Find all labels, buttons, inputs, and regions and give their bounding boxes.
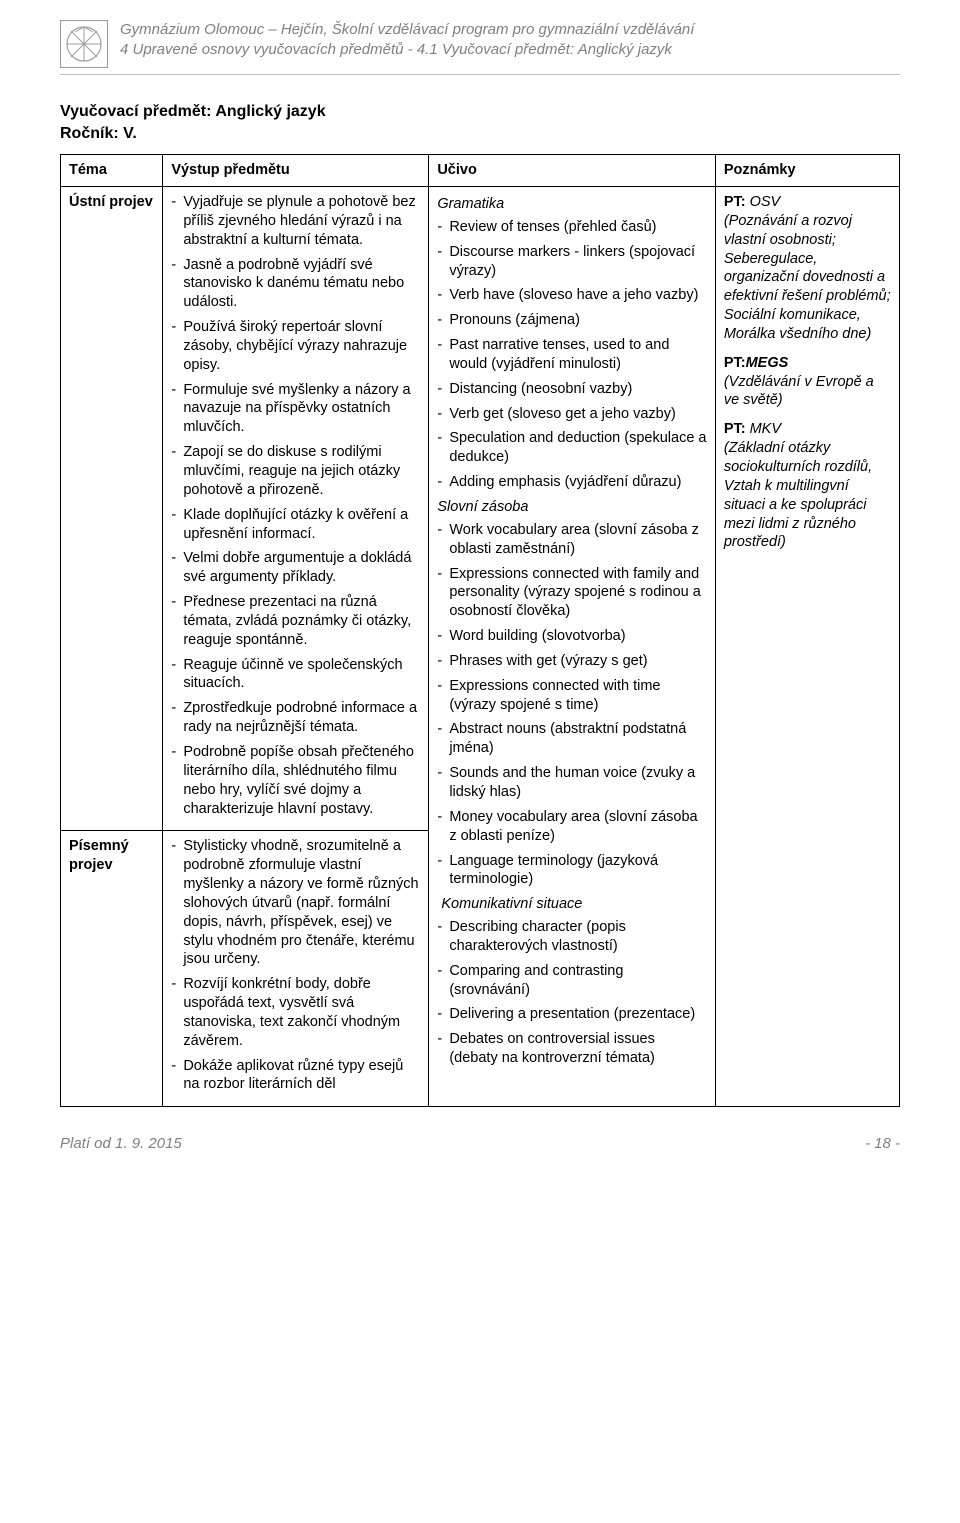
vystup-ustni-cell: Vyjadřuje se plynule a pohotově bez příl… [163,187,429,831]
list-item: Reaguje účinně ve společenských situacíc… [171,656,420,694]
page-footer: Platí od 1. 9. 2015 - 18 - [60,1135,900,1152]
page: Gymnázium Olomouc – Hejčín, Školní vzděl… [0,0,960,1172]
col-header-vystup: Výstup předmětu [163,155,429,187]
grade-title: Ročník: V. [60,123,900,145]
subject-title: Vyučovací předmět: Anglický jazyk [60,101,900,123]
list-item: Klade doplňující otázky k ověření a upře… [171,506,420,544]
gramatika-heading: Gramatika [437,195,706,214]
note-megs: PT:MEGS (Vzdělávání v Evropě a ve světě) [724,354,891,411]
footer-validity: Platí od 1. 9. 2015 [60,1135,182,1152]
pt-label: PT: [724,421,746,437]
list-item: Past narrative tenses, used to and would… [437,336,706,374]
list-item: Language terminology (jazyková terminolo… [437,852,706,890]
list-item: Zprostředkuje podrobné informace a rady … [171,699,420,737]
list-item: Speculation and deduction (spekulace a d… [437,429,706,467]
page-header: Gymnázium Olomouc – Hejčín, Školní vzděl… [60,18,900,68]
pt-label: PT: [724,355,746,371]
list-item: Vyjadřuje se plynule a pohotově bez příl… [171,193,420,250]
col-header-poznamky: Poznámky [715,155,899,187]
title-block: Vyučovací předmět: Anglický jazyk Ročník… [60,101,900,144]
komunikativni-list: Describing character (popis charakterový… [437,918,706,1068]
vystup-pisemny-cell: Stylisticky vhodně, srozumitelně a podro… [163,831,429,1107]
pt-tag: MEGS [746,355,789,371]
note-osv: PT: OSV (Poznávání a rozvoj vlastní osob… [724,193,891,344]
logo-icon [64,24,104,64]
list-item: Verb get (sloveso get a jeho vazby) [437,405,706,424]
note-mkv: PT: MKV (Základní otázky sociokulturních… [724,420,891,552]
list-item: Discourse markers - linkers (spojovací v… [437,243,706,281]
list-item: Adding emphasis (vyjádření důrazu) [437,473,706,492]
note-body: (Vzdělávání v Evropě a ve světě) [724,374,874,409]
list-item: Word building (slovotvorba) [437,627,706,646]
list-item: Review of tenses (přehled časů) [437,218,706,237]
list-item: Phrases with get (výrazy s get) [437,652,706,671]
list-item: Verb have (sloveso have a jeho vazby) [437,286,706,305]
list-item: Distancing (neosobní vazby) [437,380,706,399]
list-item: Dokáže aplikovat různé typy esejů na roz… [171,1057,420,1095]
curriculum-table: Téma Výstup předmětu Učivo Poznámky Ústn… [60,154,900,1107]
header-divider [60,74,900,75]
footer-page-number: - 18 - [865,1135,900,1152]
col-header-ucivo: Učivo [429,155,715,187]
ucivo-cell: Gramatika Review of tenses (přehled časů… [429,187,715,1107]
note-body: (Základní otázky sociokulturních rozdílů… [724,440,872,550]
topic-ustni: Ústní projev [61,187,163,831]
school-logo [60,20,108,68]
list-item: Expressions connected with time (výrazy … [437,677,706,715]
topic-pisemny: Písemný projev [61,831,163,1107]
table-row: Ústní projev Vyjadřuje se plynule a poho… [61,187,900,831]
list-item: Zapojí se do diskuse s rodilými mluvčími… [171,443,420,500]
list-item: Rozvíjí konkrétní body, dobře uspořádá t… [171,975,420,1050]
gramatika-list: Review of tenses (přehled časů) Discours… [437,218,706,492]
pt-tag: MKV [746,421,781,437]
list-item: Delivering a presentation (prezentace) [437,1005,706,1024]
list-item: Přednese prezentaci na různá témata, zvl… [171,593,420,650]
list-item: Stylisticky vhodně, srozumitelně a podro… [171,837,420,969]
list-item: Abstract nouns (abstraktní podstatná jmé… [437,720,706,758]
slovni-zasoba-heading: Slovní zásoba [437,498,706,517]
vystup-pisemny-list: Stylisticky vhodně, srozumitelně a podro… [171,837,420,1094]
header-text: Gymnázium Olomouc – Hejčín, Školní vzděl… [120,20,694,61]
col-header-tema: Téma [61,155,163,187]
list-item: Comparing and contrasting (srovnávání) [437,962,706,1000]
list-item: Formuluje své myšlenky a názory a navazu… [171,381,420,438]
list-item: Velmi dobře argumentuje a dokládá své ar… [171,549,420,587]
poznamky-cell: PT: OSV (Poznávání a rozvoj vlastní osob… [715,187,899,1107]
list-item: Sounds and the human voice (zvuky a lids… [437,764,706,802]
list-item: Describing character (popis charakterový… [437,918,706,956]
list-item: Debates on controversial issues (debaty … [437,1030,706,1068]
note-body: (Poznávání a rozvoj vlastní osobnosti; S… [724,213,891,342]
list-item: Používá široký repertoár slovní zásoby, … [171,318,420,375]
list-item: Expressions connected with family and pe… [437,565,706,622]
komunikativni-heading: Komunikativní situace [437,895,706,914]
list-item: Jasně a podrobně vyjádří své stanovisko … [171,256,420,313]
pt-label: PT: [724,194,746,210]
list-item: Pronouns (zájmena) [437,311,706,330]
header-line-2: 4 Upravené osnovy vyučovacích předmětů -… [120,40,694,60]
slovni-zasoba-list: Work vocabulary area (slovní zásoba z ob… [437,521,706,889]
list-item: Money vocabulary area (slovní zásoba z o… [437,808,706,846]
table-header-row: Téma Výstup předmětu Učivo Poznámky [61,155,900,187]
list-item: Podrobně popíše obsah přečteného literár… [171,743,420,818]
pt-tag: OSV [746,194,781,210]
header-line-1: Gymnázium Olomouc – Hejčín, Školní vzděl… [120,20,694,40]
list-item: Work vocabulary area (slovní zásoba z ob… [437,521,706,559]
vystup-ustni-list: Vyjadřuje se plynule a pohotově bez příl… [171,193,420,818]
